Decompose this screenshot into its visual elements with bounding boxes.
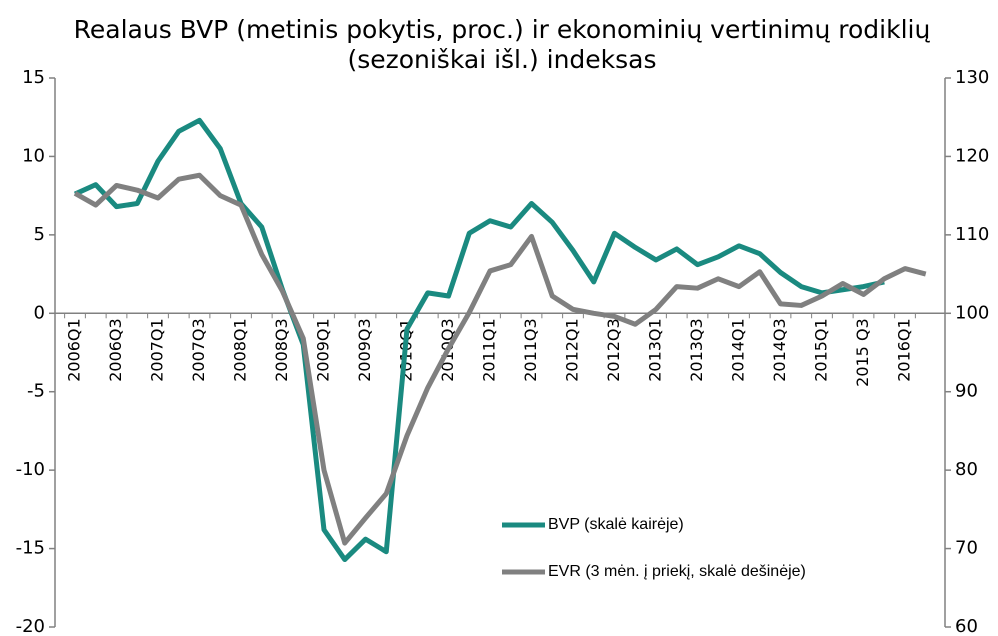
legend-label: EVR (3 mėn. į priekį, skalė dešinėje) xyxy=(548,563,806,580)
x-tick-label: 2015Q1 xyxy=(812,318,831,382)
y-tick-label: 10 xyxy=(22,145,45,166)
legend: BVP (skalė kairėje) EVR (3 mėn. į priekį,… xyxy=(490,505,870,597)
x-tick-label: 2009Q3 xyxy=(355,318,374,382)
x-tick-label: 2013Q1 xyxy=(646,318,665,382)
y2-tick-label: 80 xyxy=(955,459,978,480)
y2-tick-label: 90 xyxy=(955,381,978,402)
y2-tick-label: 70 xyxy=(955,538,978,559)
legend-box xyxy=(490,505,870,597)
y-tick-label: 15 xyxy=(22,67,45,88)
x-tick-label: 2016Q1 xyxy=(895,318,914,382)
y-tick-label: 0 xyxy=(34,302,45,323)
x-tick-label: 2007Q3 xyxy=(189,318,208,382)
x-tick-label: 2012Q1 xyxy=(563,318,582,382)
y-tick-label: -20 xyxy=(16,616,45,636)
y-tick-label: -15 xyxy=(16,538,45,559)
y-tick-label: -5 xyxy=(27,381,45,402)
x-tick-label: 2011Q3 xyxy=(521,318,540,382)
y2-tick-label: 100 xyxy=(955,302,989,323)
y2-tick-label: 110 xyxy=(955,224,989,245)
y2-tick-label: 60 xyxy=(955,616,978,636)
x-tick-label: 2009Q1 xyxy=(314,318,333,382)
series-line xyxy=(73,117,885,563)
x-tick-label: 2014Q1 xyxy=(729,318,748,382)
x-tick-label: 2008Q3 xyxy=(272,318,291,382)
y-tick-label: 5 xyxy=(34,224,45,245)
x-tick-label: 2012Q3 xyxy=(604,318,623,382)
y-tick-label: -10 xyxy=(16,459,45,480)
chart-title: (sezoniškai išl.) indeksas xyxy=(347,45,656,74)
x-tick-label: 2007Q1 xyxy=(148,318,167,382)
y2-tick-label: 120 xyxy=(955,145,989,166)
x-tick-label: 2014Q3 xyxy=(770,318,789,382)
x-tick-label: 2015 Q3 xyxy=(853,318,872,387)
x-tick-label: 2006Q1 xyxy=(65,318,84,382)
x-tick-label: 2011Q1 xyxy=(480,318,499,382)
x-tick-label: 2013Q3 xyxy=(687,318,706,382)
x-tick-label: 2008Q1 xyxy=(231,318,250,382)
x-tick-label: 2006Q3 xyxy=(106,318,125,382)
legend-label: BVP (skalė kairėje) xyxy=(548,516,684,533)
chart-title: Realaus BVP (metinis pokytis, proc.) ir … xyxy=(74,15,931,44)
y2-tick-label: 130 xyxy=(955,67,989,88)
series-line xyxy=(73,172,927,546)
